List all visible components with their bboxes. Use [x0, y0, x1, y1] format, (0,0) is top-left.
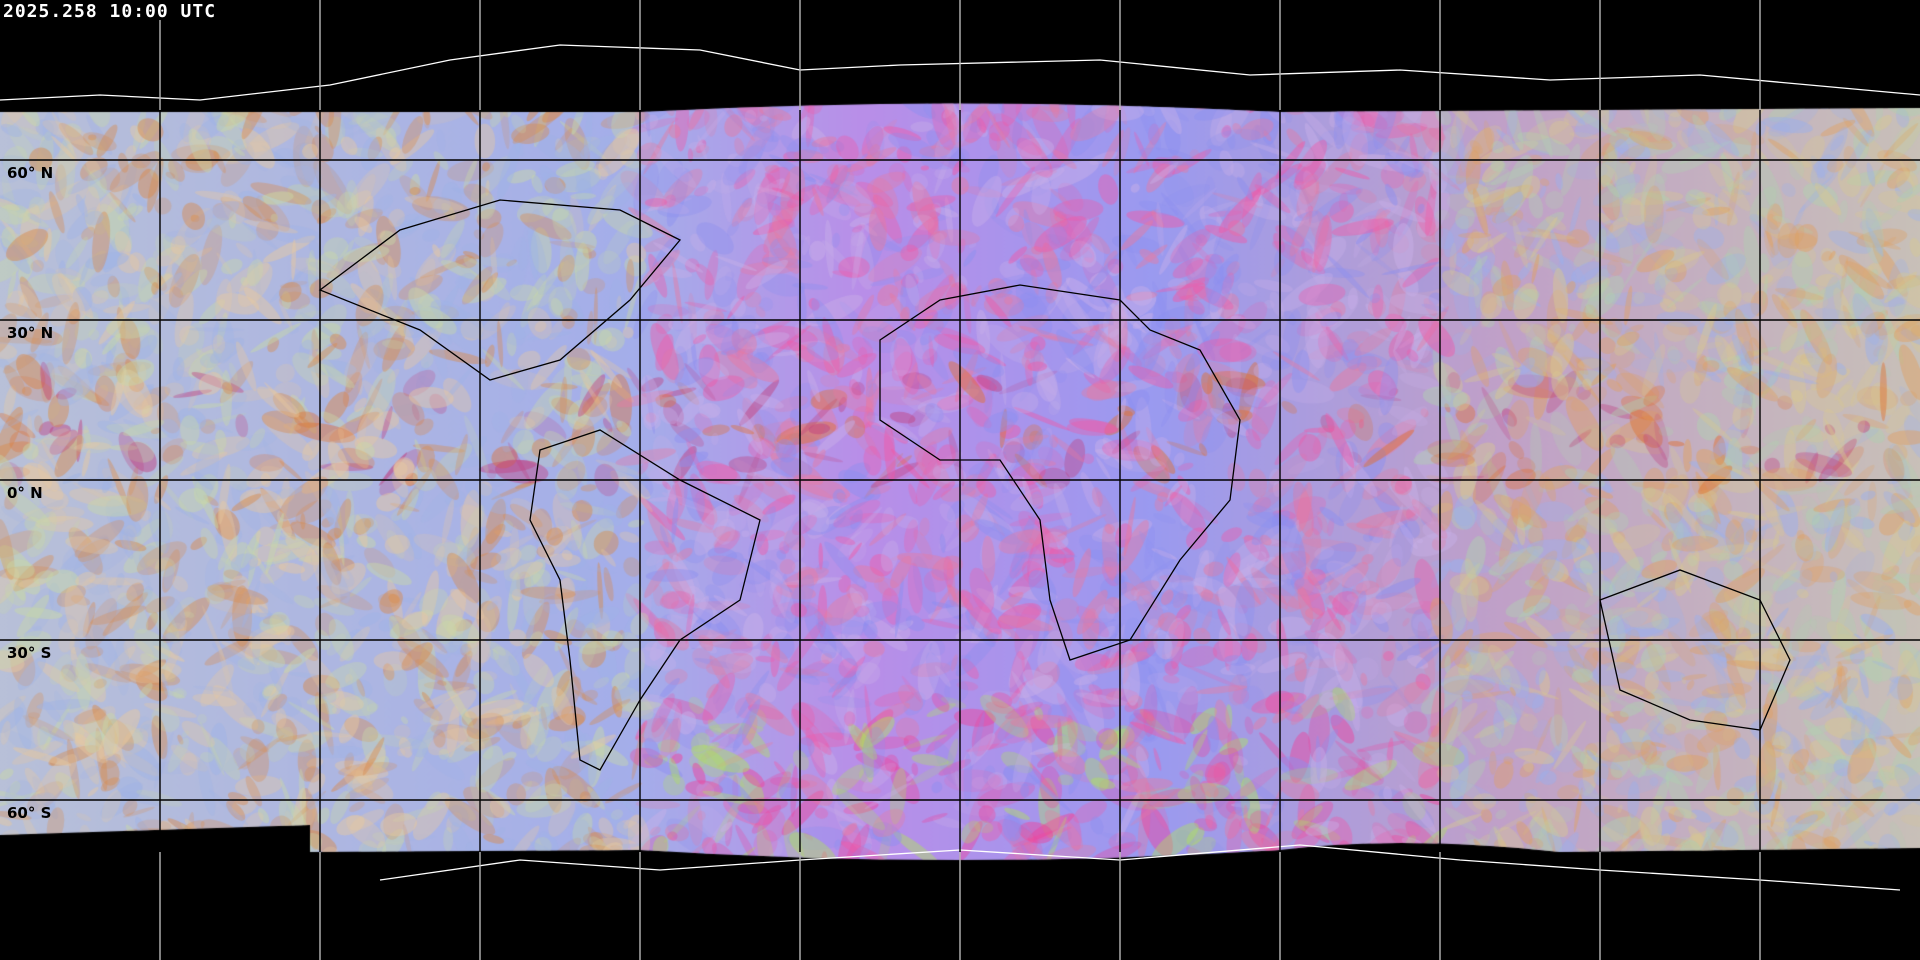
coastline [529, 429, 761, 771]
lat-label-60s: 60° S [7, 804, 52, 822]
lat-label-30s: 30° S [7, 644, 52, 662]
lat-label-60n: 60° N [7, 164, 54, 182]
timestamp-label: 2025.258 10:00 UTC [3, 1, 217, 22]
coastline [879, 284, 1241, 661]
lat-label-0n: 0° N [7, 484, 43, 502]
lat-label-30n: 30° N [7, 324, 54, 342]
coastline [1599, 569, 1791, 731]
coastline [318, 199, 682, 381]
coastline [379, 844, 1901, 891]
